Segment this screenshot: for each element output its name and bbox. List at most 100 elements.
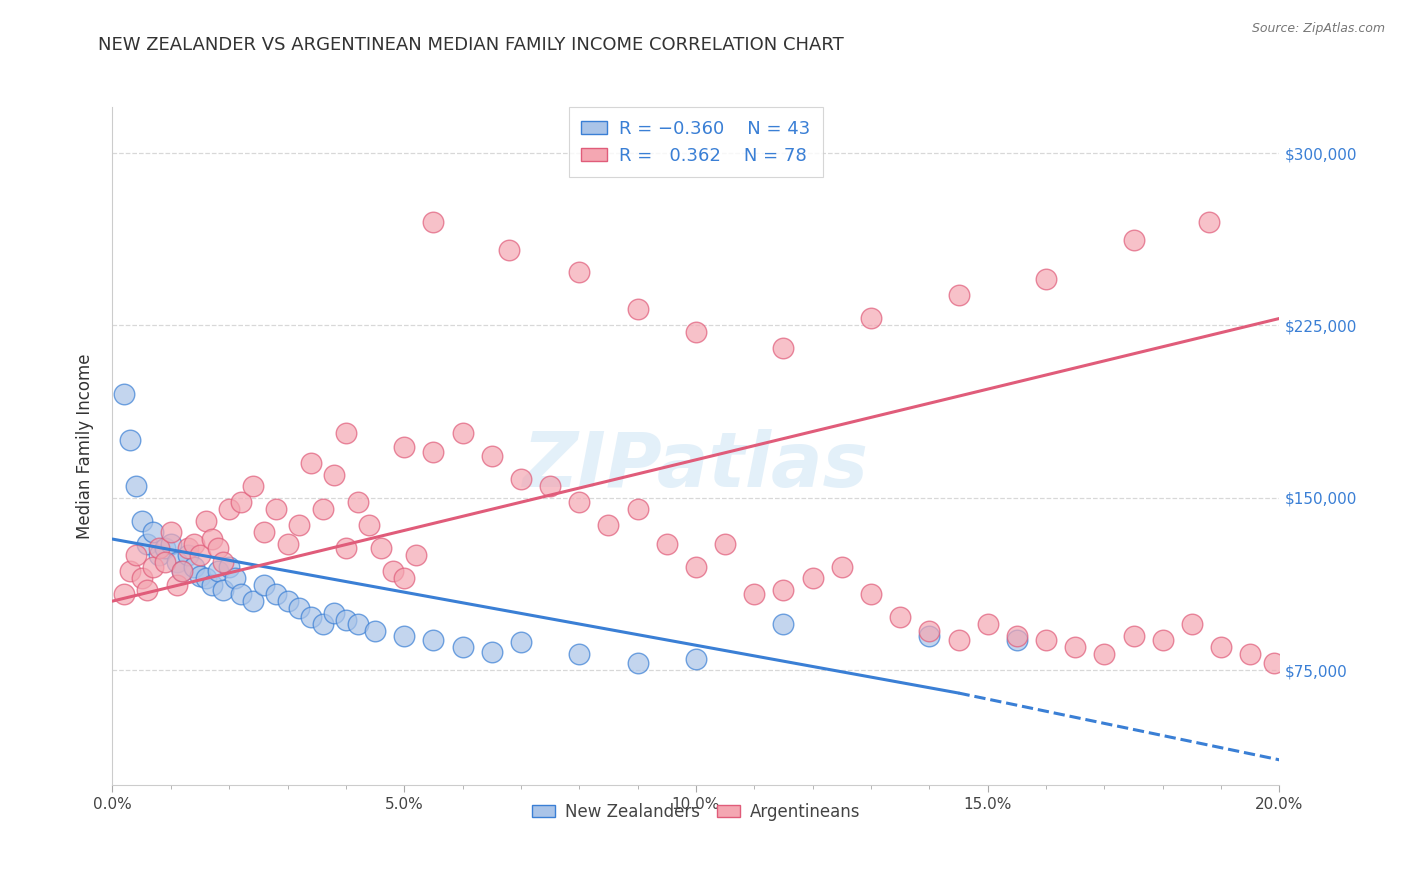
Point <box>772 617 794 632</box>
Point <box>177 548 200 562</box>
Point <box>311 502 333 516</box>
Point <box>172 564 194 578</box>
Point <box>405 548 427 562</box>
Point <box>1263 656 1285 670</box>
Point <box>112 387 135 401</box>
Point <box>627 656 650 670</box>
Point <box>125 479 148 493</box>
Point <box>346 495 368 509</box>
Point <box>194 514 217 528</box>
Point <box>276 536 298 550</box>
Point <box>136 536 159 550</box>
Point <box>299 610 322 624</box>
Point <box>370 541 392 556</box>
Point <box>311 617 333 632</box>
Point <box>655 536 678 550</box>
Point <box>831 559 853 574</box>
Point <box>627 502 650 516</box>
Point <box>118 434 141 448</box>
Point <box>948 288 970 302</box>
Point <box>1005 629 1028 643</box>
Point <box>264 502 287 516</box>
Point <box>229 587 252 601</box>
Point <box>568 495 591 509</box>
Point <box>1209 640 1232 654</box>
Point <box>264 587 287 601</box>
Point <box>142 559 165 574</box>
Point <box>860 587 883 601</box>
Point <box>253 525 276 540</box>
Point <box>172 564 194 578</box>
Point <box>131 514 153 528</box>
Text: ZIPatlas: ZIPatlas <box>523 429 869 503</box>
Point <box>1181 617 1204 632</box>
Point <box>1152 633 1174 648</box>
Point <box>1122 629 1144 643</box>
Point <box>112 587 135 601</box>
Point <box>422 444 444 458</box>
Point <box>627 302 650 317</box>
Point <box>1005 633 1028 648</box>
Point <box>860 311 883 326</box>
Point <box>288 601 311 615</box>
Point <box>976 617 998 632</box>
Point <box>714 536 737 550</box>
Point <box>498 243 520 257</box>
Point <box>394 571 416 585</box>
Point <box>148 541 170 556</box>
Point <box>346 617 368 632</box>
Point <box>509 635 531 649</box>
Point <box>177 541 200 556</box>
Point <box>166 578 188 592</box>
Point <box>772 342 794 356</box>
Point <box>359 518 381 533</box>
Point <box>772 582 794 597</box>
Point <box>1198 215 1220 229</box>
Point <box>422 215 444 229</box>
Point <box>598 518 620 533</box>
Point <box>224 571 246 585</box>
Point <box>481 645 503 659</box>
Point <box>229 495 252 509</box>
Point <box>451 426 474 441</box>
Point <box>394 629 416 643</box>
Point <box>422 633 444 648</box>
Point <box>1035 272 1057 286</box>
Legend: New Zealanders, Argentineans: New Zealanders, Argentineans <box>524 797 868 828</box>
Point <box>1064 640 1087 654</box>
Point <box>323 467 346 482</box>
Point <box>183 559 205 574</box>
Point <box>118 564 141 578</box>
Point <box>131 571 153 585</box>
Point <box>323 606 346 620</box>
Point <box>538 479 561 493</box>
Text: NEW ZEALANDER VS ARGENTINEAN MEDIAN FAMILY INCOME CORRELATION CHART: NEW ZEALANDER VS ARGENTINEAN MEDIAN FAMI… <box>98 36 844 54</box>
Point <box>194 571 217 585</box>
Point <box>276 594 298 608</box>
Point <box>381 564 404 578</box>
Point <box>364 624 387 638</box>
Point <box>568 647 591 661</box>
Point <box>1122 233 1144 247</box>
Point <box>142 525 165 540</box>
Point <box>201 532 224 546</box>
Point <box>335 426 357 441</box>
Point <box>212 555 235 569</box>
Point <box>1239 647 1261 661</box>
Point <box>451 640 474 654</box>
Point <box>742 587 765 601</box>
Point <box>188 548 211 562</box>
Point <box>207 564 229 578</box>
Point <box>1094 647 1116 661</box>
Text: Source: ZipAtlas.com: Source: ZipAtlas.com <box>1251 22 1385 36</box>
Point <box>685 559 707 574</box>
Point <box>685 325 707 339</box>
Point <box>242 479 264 493</box>
Point <box>201 578 224 592</box>
Point <box>801 571 824 585</box>
Point <box>394 440 416 454</box>
Point <box>509 472 531 486</box>
Point <box>166 555 188 569</box>
Point <box>153 541 176 556</box>
Point <box>153 555 176 569</box>
